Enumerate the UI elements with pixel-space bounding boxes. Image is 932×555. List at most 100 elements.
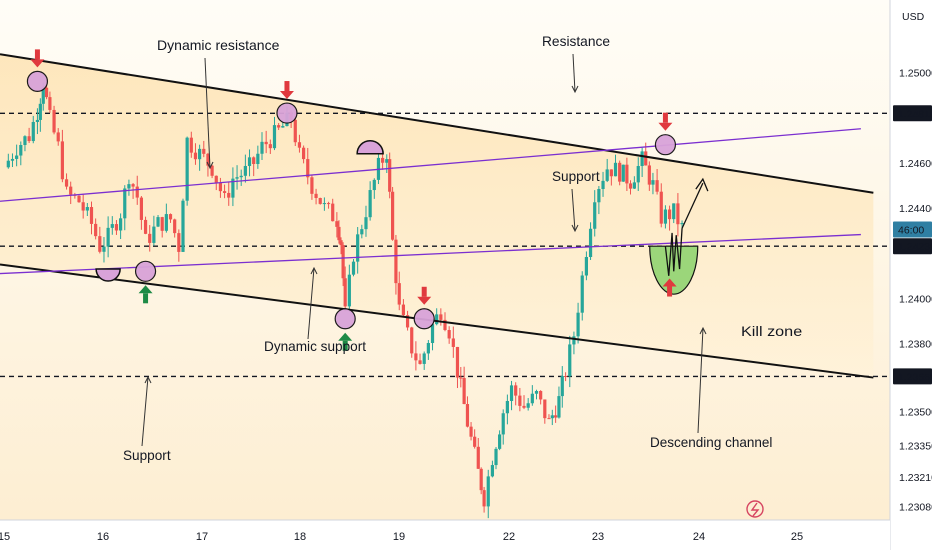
candle-body bbox=[156, 217, 160, 227]
candle-body bbox=[509, 385, 514, 401]
kill-zone-path bbox=[664, 228, 683, 276]
annotation-pointer-1 bbox=[572, 53, 576, 93]
candle-body bbox=[522, 405, 526, 408]
time-axis-panel bbox=[0, 520, 890, 550]
annotation-pointer-head-6 bbox=[699, 326, 707, 335]
candle-body bbox=[518, 395, 522, 406]
candle-body bbox=[335, 221, 339, 227]
annotation-pointer-2 bbox=[571, 188, 576, 232]
candle-body bbox=[494, 448, 498, 466]
candle-body bbox=[360, 229, 364, 235]
candle-body bbox=[331, 203, 335, 222]
price-tick-5: 1.23500 bbox=[899, 406, 932, 418]
candle-body bbox=[343, 278, 347, 307]
candle-body bbox=[268, 144, 272, 149]
time-tick-3: 18 bbox=[294, 531, 306, 543]
sell-arrow-2 bbox=[417, 286, 432, 305]
touch-circle-5 bbox=[654, 134, 677, 156]
price-tick-1: 1.24600 bbox=[899, 158, 932, 170]
candle-body bbox=[455, 346, 460, 378]
candle-body bbox=[185, 137, 189, 201]
candle-body bbox=[356, 234, 360, 262]
candle-body bbox=[514, 385, 518, 396]
candle-body bbox=[143, 219, 148, 234]
candle-body bbox=[547, 418, 551, 420]
annotation-label-0: Dynamic resistance bbox=[157, 37, 280, 53]
candle-body bbox=[306, 159, 310, 178]
candle-body bbox=[38, 103, 42, 120]
annotation-pointer-3 bbox=[307, 267, 315, 340]
price-axis-panel bbox=[890, 0, 932, 550]
candle-body bbox=[430, 324, 435, 344]
t-descending-channel-lower bbox=[0, 263, 874, 379]
candle-body bbox=[152, 226, 156, 243]
channel-touch-top bbox=[356, 139, 384, 155]
annotation-label-1: Resistance bbox=[542, 33, 610, 49]
candle-body bbox=[19, 145, 23, 156]
projection-arrowhead bbox=[695, 177, 709, 192]
time-tick-0: 15 bbox=[0, 531, 10, 543]
candle-body bbox=[272, 125, 277, 149]
candle-body bbox=[667, 209, 672, 220]
time-tick-2: 17 bbox=[196, 531, 208, 543]
candle-body bbox=[351, 261, 356, 275]
candle-body bbox=[318, 198, 322, 204]
candle-body bbox=[102, 246, 106, 252]
candle-body bbox=[443, 319, 447, 331]
candle-body bbox=[364, 217, 368, 230]
candle-body bbox=[15, 155, 19, 159]
candle-body bbox=[127, 184, 131, 189]
candle-body bbox=[636, 166, 640, 183]
candle-body bbox=[252, 157, 256, 164]
annotation-pointer-head-0 bbox=[206, 161, 214, 170]
candle-body bbox=[676, 203, 680, 225]
candle-body bbox=[372, 179, 376, 191]
candle-body bbox=[680, 223, 684, 225]
candle-body bbox=[564, 375, 568, 377]
candle-body bbox=[435, 314, 439, 325]
annotation-pointer-head-2 bbox=[571, 224, 579, 233]
candle-body bbox=[560, 375, 564, 397]
candle-body bbox=[405, 315, 410, 328]
annotation-label-3: Dynamic support bbox=[264, 338, 366, 354]
candle-body bbox=[572, 336, 576, 345]
candle-body bbox=[247, 157, 252, 166]
candle-body bbox=[227, 192, 231, 198]
candle-body bbox=[609, 169, 613, 177]
candle-body bbox=[550, 415, 554, 419]
candle-body bbox=[498, 434, 502, 449]
candle-body bbox=[451, 338, 455, 347]
candle-body bbox=[663, 209, 668, 224]
sell-arrow-1 bbox=[279, 81, 294, 100]
candle-body bbox=[601, 180, 605, 190]
candle-body bbox=[164, 214, 168, 231]
candle-body bbox=[218, 182, 223, 192]
candle-body bbox=[476, 446, 480, 469]
price-tick-8: 1.23080 bbox=[899, 501, 932, 513]
candle-body bbox=[580, 275, 584, 313]
candle-body bbox=[31, 121, 35, 142]
candle-body bbox=[222, 191, 227, 193]
touch-circle-3 bbox=[334, 308, 356, 330]
candles bbox=[6, 82, 684, 519]
candle-body bbox=[123, 188, 127, 219]
price-tag-label-1: 46:00 bbox=[898, 224, 924, 236]
candle-body bbox=[486, 476, 490, 507]
annotation-pointer-0 bbox=[204, 57, 211, 169]
candle-body bbox=[256, 153, 260, 164]
time-tick-5: 22 bbox=[503, 531, 515, 543]
candle-body bbox=[462, 378, 466, 405]
candle-body bbox=[85, 207, 89, 211]
candle-body bbox=[385, 159, 389, 163]
candle-body bbox=[173, 219, 177, 234]
candle-body bbox=[490, 465, 495, 477]
candle-body bbox=[189, 137, 193, 153]
candle-body bbox=[388, 159, 392, 192]
candle-body bbox=[106, 227, 110, 247]
candle-body bbox=[554, 415, 558, 418]
buy-arrow-1 bbox=[338, 332, 353, 351]
candle-body bbox=[501, 413, 505, 435]
candle-body bbox=[339, 240, 343, 246]
